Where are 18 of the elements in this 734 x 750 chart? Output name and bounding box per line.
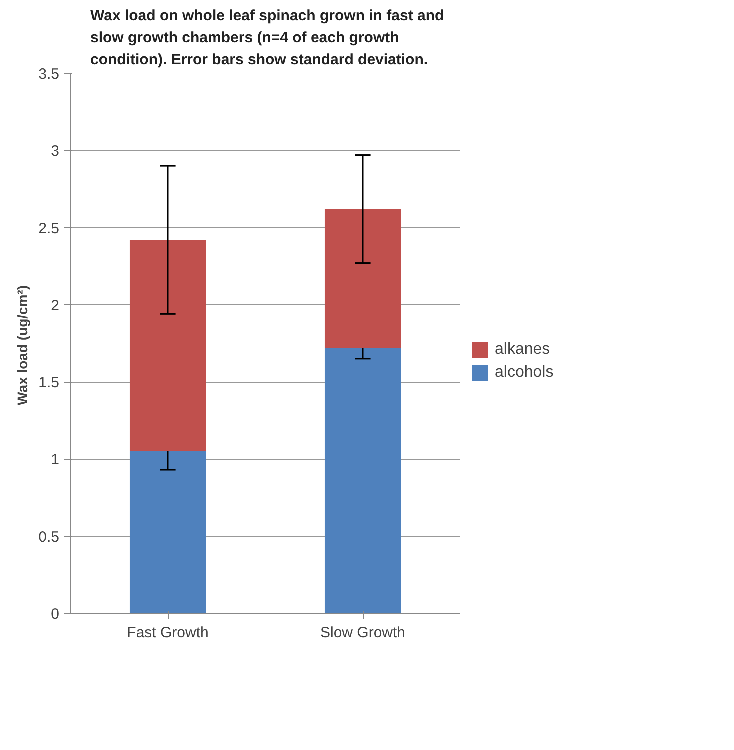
x-tick-label: Slow Growth — [320, 624, 406, 642]
legend-label: alcohols — [495, 364, 554, 382]
y-tick-label: 3.5 — [38, 66, 60, 83]
y-tick-label: 2 — [51, 297, 60, 314]
bar — [130, 240, 206, 452]
y-tick-label: 0 — [51, 606, 60, 623]
x-tick-label: Fast Growth — [127, 624, 209, 642]
y-tick-label: 3 — [51, 143, 60, 160]
y-tick-label: 2.5 — [38, 220, 60, 238]
bar — [130, 452, 206, 614]
y-axis-title: Wax load (ug/cm²) — [14, 285, 31, 406]
legend-label: alkanes — [495, 341, 550, 359]
chart-title: Wax load on whole leaf spinach grown in fast and slow growth chambers (n=4 of each growth condition). Error bars show standard deviation. — [90, 7, 444, 68]
bar — [324, 209, 402, 348]
y-tick-label: 1 — [51, 452, 60, 469]
bar — [324, 348, 402, 614]
y-tick-label: 0.5 — [38, 528, 60, 546]
y-tick-label: 1.5 — [38, 374, 60, 392]
